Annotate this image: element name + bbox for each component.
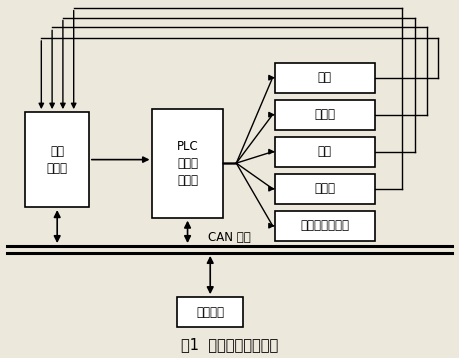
Text: CAN 总线: CAN 总线 [208,231,251,244]
Text: 微波炉: 微波炉 [314,182,335,195]
Text: 三表数据采集器: 三表数据采集器 [300,219,349,232]
Text: PLC
可编程
控制器: PLC 可编程 控制器 [177,140,198,187]
Text: 远程控制: 远程控制 [196,305,224,319]
Text: 图1  控制系统组成原理: 图1 控制系统组成原理 [181,337,278,352]
Text: 主控
计算机: 主控 计算机 [47,145,67,175]
Bar [152,108,223,218]
Text: 电视: 电视 [318,71,332,84]
Text: 洗衣机: 洗衣机 [314,108,335,121]
Bar [177,297,243,327]
Bar [275,174,375,204]
Text: 空调: 空调 [318,145,332,158]
Bar [275,137,375,167]
Bar [275,100,375,130]
Bar [25,112,89,207]
Bar [275,63,375,93]
Bar [275,211,375,241]
